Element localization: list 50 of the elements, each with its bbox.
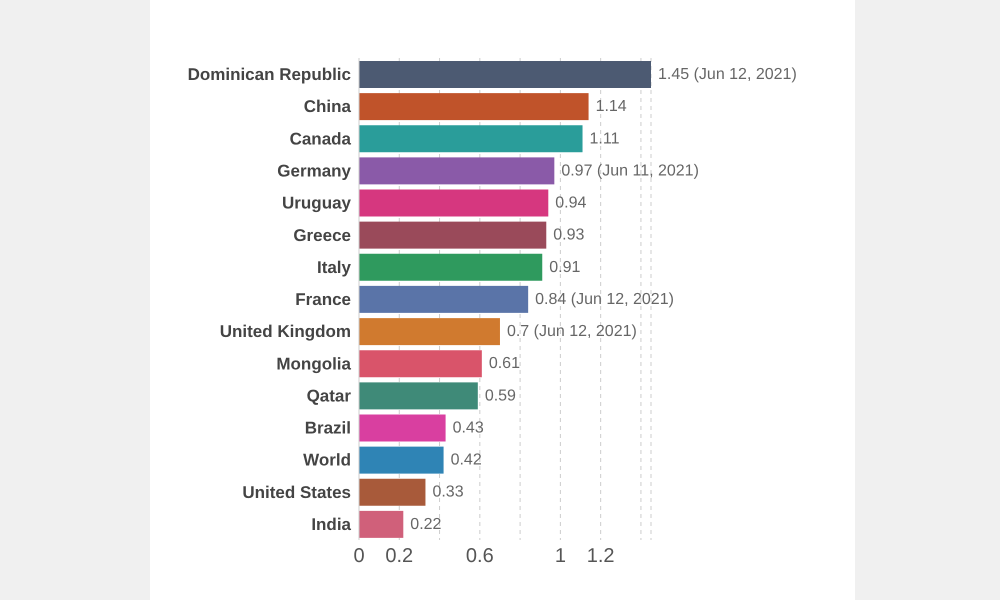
bar <box>359 125 583 152</box>
y-tick-label: Mongolia <box>276 354 352 374</box>
x-tick-label: 0.2 <box>385 545 414 568</box>
bar <box>359 350 482 378</box>
bar <box>359 157 554 184</box>
y-tick-label: China <box>304 97 352 116</box>
data-label: 0.22 <box>410 516 442 533</box>
data-label: 0.97 (Jun 11, 2021) <box>561 162 699 180</box>
bar <box>359 93 589 120</box>
data-label: 0.94 <box>555 194 587 212</box>
data-label: 0.61 <box>488 355 520 372</box>
bar <box>359 446 444 474</box>
y-tick-label: Canada <box>290 129 352 148</box>
bar <box>359 190 548 217</box>
bar <box>359 61 651 88</box>
y-tick-label: France <box>295 290 351 310</box>
data-label: 0.7 (Jun 12, 2021) <box>506 323 637 340</box>
y-tick-label: India <box>311 514 352 534</box>
bar <box>359 510 404 538</box>
bar <box>359 318 500 346</box>
y-tick-label: Brazil <box>304 418 351 438</box>
bar <box>359 286 528 313</box>
y-tick-label: United Kingdom <box>220 322 351 342</box>
data-label: 1.14 <box>596 98 627 116</box>
bar <box>359 478 426 506</box>
data-label: 1.11 <box>590 130 620 148</box>
y-tick-label: Germany <box>277 162 352 180</box>
data-label: 0.43 <box>452 419 484 436</box>
bar <box>359 222 546 249</box>
y-tick-label: Uruguay <box>282 194 352 213</box>
y-tick-label: United States <box>242 482 351 502</box>
data-label: 0.33 <box>432 484 464 501</box>
bar <box>359 382 478 410</box>
bar <box>359 414 446 442</box>
x-tick-label: 1 <box>554 545 566 568</box>
data-label: 0.59 <box>484 387 516 404</box>
data-label: 0.42 <box>450 452 482 469</box>
y-tick-label: Dominican Republic <box>188 65 351 84</box>
y-tick-label: Qatar <box>306 386 352 406</box>
data-label: 0.93 <box>553 226 585 244</box>
x-tick-label: 1.2 <box>586 545 615 568</box>
data-label: 0.84 (Jun 12, 2021) <box>535 290 674 308</box>
y-tick-label: World <box>303 450 351 470</box>
y-tick-label: Greece <box>293 226 351 245</box>
x-tick-label: 0.6 <box>466 545 494 568</box>
data-label: 1.45 (Jun 12, 2021) <box>658 66 797 83</box>
x-tick-label: 0 <box>353 545 365 568</box>
bar <box>359 254 542 281</box>
y-tick-label: Italy <box>316 258 352 277</box>
data-label: 0.91 <box>549 258 580 276</box>
